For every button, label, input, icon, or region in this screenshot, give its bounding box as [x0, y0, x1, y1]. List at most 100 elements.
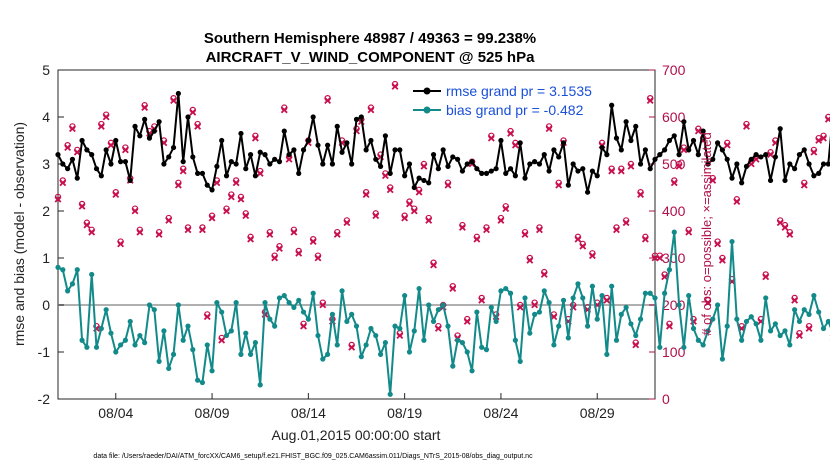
rmse-point: [498, 137, 504, 144]
obs-assimilated-marker: [343, 219, 351, 227]
rmse-point: [426, 180, 432, 186]
rmse-point: [180, 159, 186, 165]
right-tick-label: 700: [662, 62, 686, 78]
rmse-point: [320, 161, 326, 167]
rmse-point: [657, 152, 663, 158]
bias-point: [286, 300, 292, 306]
legend-bias-marker: [423, 106, 431, 114]
bias-point: [464, 349, 470, 355]
bias-point: [113, 349, 119, 355]
obs-assimilated-marker: [824, 115, 830, 123]
obs-assimilated-marker: [410, 207, 418, 215]
rmse-point: [402, 173, 408, 179]
rmse-point: [532, 159, 538, 165]
obs-assimilated-marker: [786, 231, 794, 238]
bias-point: [469, 368, 475, 374]
x-tick-label: 08/09: [195, 405, 230, 421]
obs-assimilated-marker: [88, 228, 96, 236]
bias-point: [79, 337, 85, 343]
bias-point: [84, 344, 90, 350]
bias-point: [175, 302, 181, 308]
obs-assimilated-marker: [704, 299, 712, 307]
bias-series: [55, 229, 830, 397]
bias-point: [724, 323, 730, 329]
rmse-point: [739, 180, 745, 186]
obs-assimilated-marker: [661, 273, 669, 281]
obs-assimilated-marker: [767, 151, 774, 159]
obs-assimilated-marker: [165, 216, 173, 224]
bias-point: [609, 283, 615, 289]
left-tick-label: 3: [42, 156, 50, 172]
obs-assimilated-marker: [511, 141, 519, 149]
rmse-point: [560, 140, 567, 146]
rmse-point: [493, 166, 499, 172]
rmse-point: [613, 135, 620, 141]
rmse-point: [782, 177, 788, 184]
rmse-point: [79, 137, 85, 144]
obs-assimilated-marker: [251, 134, 259, 142]
bias-point: [214, 300, 220, 306]
obs-assimilated-marker: [670, 179, 678, 187]
obs-assimilated-marker: [189, 108, 197, 116]
rmse-point: [589, 168, 596, 174]
obs-assimilated-marker: [372, 212, 380, 220]
rmse-point: [416, 175, 422, 181]
bias-point: [397, 325, 403, 332]
rmse-point: [801, 147, 807, 153]
rmse-point: [310, 114, 316, 120]
rmse-point: [344, 140, 350, 146]
bias-point: [527, 330, 533, 336]
left-tick-label: 5: [42, 62, 50, 78]
rmse-point: [122, 159, 129, 165]
obs-assimilated-marker: [531, 301, 539, 309]
obs-assimilated-marker: [536, 226, 543, 234]
rmse-point: [55, 152, 61, 158]
bias-point: [339, 288, 345, 294]
rmse-point: [700, 128, 706, 134]
obs-assimilated-marker: [170, 97, 177, 104]
bias-point: [132, 342, 138, 348]
obs-assimilated-marker: [497, 216, 505, 224]
rmse-point: [811, 173, 817, 179]
rmse-point: [146, 135, 153, 141]
bias-point: [344, 318, 350, 325]
rmse-point: [681, 119, 687, 125]
rmse-point: [291, 147, 297, 153]
rmse-point: [377, 163, 384, 169]
rmse-point: [170, 144, 177, 151]
rmse-point: [455, 156, 461, 162]
bias-point: [315, 332, 321, 339]
rmse-point: [339, 149, 345, 155]
bias-point: [589, 283, 596, 289]
obs-assimilated-marker: [656, 254, 664, 262]
bias-point: [753, 321, 759, 327]
bias-point: [89, 271, 95, 278]
bias-line: [57, 231, 830, 396]
bias-point: [493, 318, 499, 325]
bias-point: [228, 328, 234, 334]
rmse-point: [816, 170, 822, 176]
bias-point: [103, 307, 109, 313]
rmse-point: [507, 166, 514, 172]
rmse-point: [825, 161, 830, 167]
rmse-point: [551, 147, 557, 153]
bias-point: [796, 318, 803, 325]
rmse-point: [397, 147, 403, 153]
obs-assimilated-marker: [64, 144, 72, 151]
bias-point: [98, 325, 104, 332]
rmse-point: [228, 159, 234, 165]
bias-point: [782, 328, 788, 334]
obs-assimilated-marker: [184, 226, 192, 234]
obs-assimilated-marker: [810, 148, 818, 156]
obs-assimilated-marker: [319, 301, 327, 309]
bias-point: [305, 316, 311, 322]
y-axis-right-label: # of obs: o=possible; ×=assimilated: [699, 132, 714, 335]
rmse-point: [127, 177, 133, 184]
obs-assimilated-marker: [415, 188, 423, 196]
obs-assimilated-marker: [680, 146, 688, 154]
bias-point: [623, 304, 629, 310]
obs-assimilated-marker: [622, 219, 630, 227]
obs-count-markers: [54, 80, 830, 351]
bias-point: [257, 382, 263, 388]
bias-point: [816, 309, 822, 315]
